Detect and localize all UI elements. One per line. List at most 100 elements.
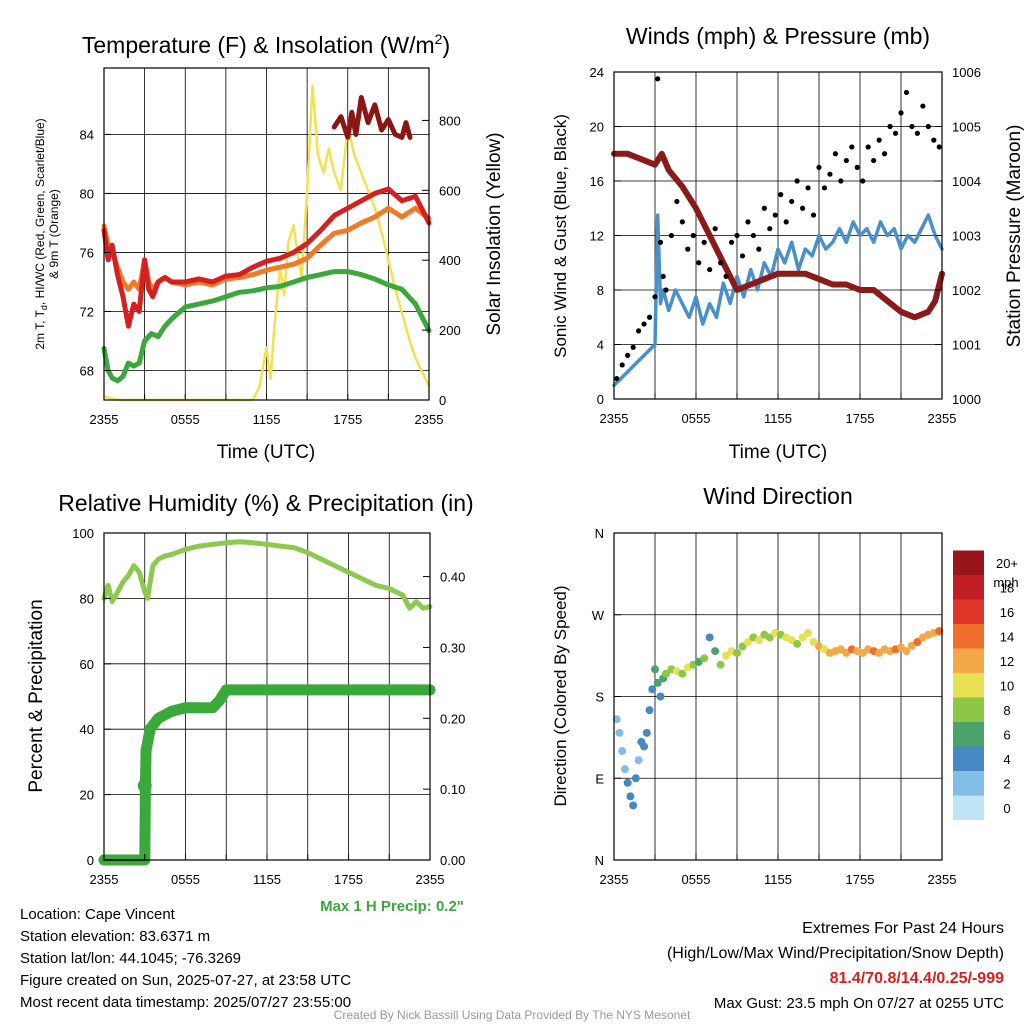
direction-point — [631, 774, 640, 783]
gust-point — [903, 89, 910, 96]
direction-point — [809, 638, 818, 646]
x-tick-label: 0555 — [171, 872, 200, 887]
winds-series — [611, 76, 945, 388]
direction-point — [705, 633, 714, 642]
direction-point — [634, 756, 643, 765]
temperature-xlabel: Time (UTC) — [217, 442, 316, 463]
temperature-line — [101, 186, 432, 329]
y-tick-label: 76 — [80, 245, 94, 260]
gust-point — [641, 321, 647, 327]
direction-point — [645, 706, 654, 715]
gust-point — [794, 178, 800, 184]
gust-point — [767, 226, 773, 232]
gust-point — [630, 344, 636, 350]
extremes-values: 81.4/70.8/14.4/0.25/-999 — [829, 970, 1004, 987]
y-tick-label: 0 — [597, 392, 604, 407]
gust-point — [854, 164, 860, 170]
y2-tick-label: 400 — [439, 253, 461, 268]
colorbar-label: 10 — [1000, 678, 1014, 693]
gust-point — [690, 232, 696, 239]
gust-point — [718, 260, 724, 266]
y2-tick-label: 0.30 — [440, 640, 465, 655]
direction-point — [642, 728, 651, 737]
gust-point — [914, 130, 921, 136]
y2-tick-label: 0 — [439, 393, 446, 408]
gust-point — [674, 198, 680, 205]
gust-point — [832, 151, 839, 157]
max-precip-annotation: Max 1 H Precip: 0.2" — [320, 898, 464, 915]
x-tick-label: 1755 — [846, 872, 875, 887]
y-tick-label: 40 — [80, 722, 94, 737]
y2-tick-label: 0.10 — [440, 782, 465, 797]
pressure-line — [611, 150, 945, 321]
heat-index-line — [331, 95, 413, 140]
y2-tick-label: 800 — [439, 113, 461, 128]
colorbar-swatch — [953, 648, 984, 673]
gust-point — [882, 151, 888, 157]
direction-point — [623, 778, 632, 787]
insolation-ylabel: Solar Insolation (Yellow) — [484, 132, 505, 335]
temperature-title: Temperature (F) & Insolation (W/m2) — [82, 31, 450, 58]
x-tick-label: 1155 — [764, 872, 792, 887]
gust-point — [660, 273, 666, 279]
colorbar-swatch — [953, 722, 984, 747]
gust-point — [707, 266, 713, 273]
y-tick-label: W — [592, 608, 605, 623]
direction-point — [913, 638, 922, 646]
y2-tick-label: 1000 — [952, 392, 981, 407]
winds-ylabel: Sonic Wind & Gust (Blue, Black) — [551, 114, 570, 358]
wind-direction-points — [612, 627, 944, 810]
humidity-ylabel: Percent & Precipitation — [26, 599, 47, 792]
direction-point — [765, 633, 774, 642]
direction-point — [612, 715, 621, 724]
colorbar-title: mph — [993, 575, 1018, 590]
colorbar-label: 6 — [1003, 727, 1010, 742]
speed-colorbar: 0 2 4 6 8 10 12 14 16 18 20+ — [953, 550, 1018, 820]
gust-point — [685, 246, 691, 252]
direction-point — [743, 638, 752, 646]
y-tick-label: 80 — [80, 186, 94, 201]
y-tick-label: 72 — [80, 304, 94, 319]
colorbar-swatch — [953, 673, 984, 698]
gust-point — [723, 273, 729, 279]
gust-point — [789, 198, 795, 205]
direction-point — [722, 651, 731, 660]
gust-point — [712, 226, 718, 232]
x-tick-label: 1155 — [253, 872, 281, 887]
colorbar-swatch — [953, 550, 984, 575]
temperature-panel: Temperature (F) & Insolation (W/m2) 2355… — [33, 31, 505, 463]
colorbar-swatch — [953, 697, 984, 722]
colorbar-label: 18 — [1000, 580, 1014, 595]
dewpoint-line — [101, 269, 432, 384]
temperature-series — [101, 84, 432, 402]
direction-point — [754, 636, 763, 645]
gust-point — [636, 328, 642, 334]
direction-point — [798, 633, 807, 642]
wind-direction-ticks: 2355 0555 1155 1755 2355 N E S W N — [592, 526, 957, 887]
direction-point — [733, 648, 741, 657]
humidity-grid — [103, 532, 431, 861]
colorbar-label: 2 — [1003, 776, 1010, 791]
colorbar-label: 4 — [1003, 752, 1010, 767]
gust-point — [892, 130, 899, 136]
temperature-ticks: 2355 0555 1155 1755 2355 68 72 76 80 84 0 200 400 600… — [80, 113, 461, 427]
x-tick-label: 0555 — [682, 872, 711, 887]
gust-point — [619, 362, 625, 368]
gust-point — [750, 232, 757, 239]
colorbar-swatch — [953, 795, 984, 820]
x-tick-label: 0555 — [171, 412, 200, 427]
x-tick-label: 2355 — [928, 411, 957, 426]
gust-point — [728, 239, 735, 245]
humidity-title: Relative Humidity (%) & Precipitation (i… — [58, 490, 473, 516]
colorbar-swatch — [953, 746, 984, 771]
x-tick-label: 1155 — [253, 412, 281, 427]
gust-point — [778, 192, 784, 198]
x-tick-label: 2355 — [90, 412, 119, 427]
gust-point — [838, 178, 844, 184]
station-info: Location: Cape Vincent Station elevation… — [20, 904, 351, 1014]
gust-point — [887, 123, 893, 130]
colorbar-label: 20+ — [996, 556, 1018, 571]
y-tick-label: 12 — [590, 229, 604, 244]
winds-ticks: 2355 0555 1155 1755 2355 0 4 8 12 16 20 24 1000 1001 1… — [590, 65, 981, 426]
wind-direction-title: Wind Direction — [703, 483, 853, 509]
